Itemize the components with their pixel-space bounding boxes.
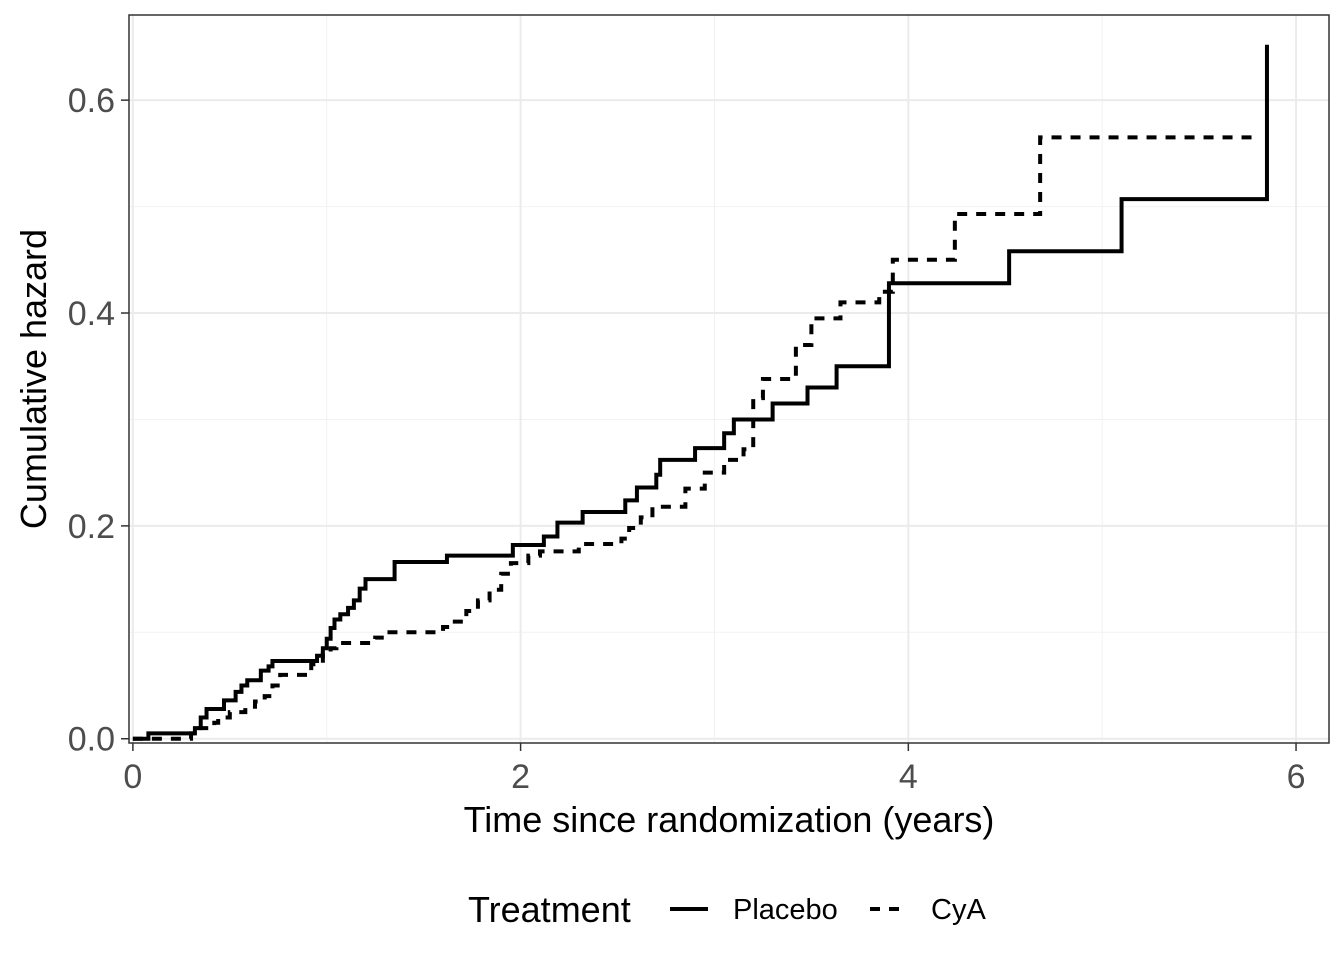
x-tick-label: 0: [123, 758, 142, 796]
y-tick-label: 0.4: [68, 295, 115, 333]
x-tick-label: 2: [511, 758, 530, 796]
x-tick-label: 6: [1287, 758, 1306, 796]
y-axis: 0.0 0.2 0.4 0.6: [68, 82, 129, 759]
series-line-placebo: [132, 44, 1269, 741]
x-axis: 0 2 4 6: [123, 743, 1306, 796]
major-gridlines: [129, 15, 1329, 743]
y-tick-label: 0.2: [68, 508, 115, 546]
y-tick-label: 0.6: [68, 82, 115, 120]
x-tick-label: 4: [899, 758, 918, 796]
legend-label-placebo: Placebo: [733, 894, 838, 926]
series-line-cya: [132, 135, 1258, 741]
series-layer: [132, 44, 1269, 741]
legend-label-cya: CyA: [931, 894, 986, 926]
legend-title: Treatment: [468, 889, 631, 930]
plot-panel-border: [128, 14, 1330, 744]
y-axis-title: Cumulative hazard: [13, 229, 54, 529]
y-tick-label: 0.0: [68, 721, 115, 759]
plot-panel-background: [129, 15, 1329, 743]
legend: Treatment Placebo CyA: [468, 889, 986, 930]
x-axis-title: Time since randomization (years): [464, 799, 995, 840]
